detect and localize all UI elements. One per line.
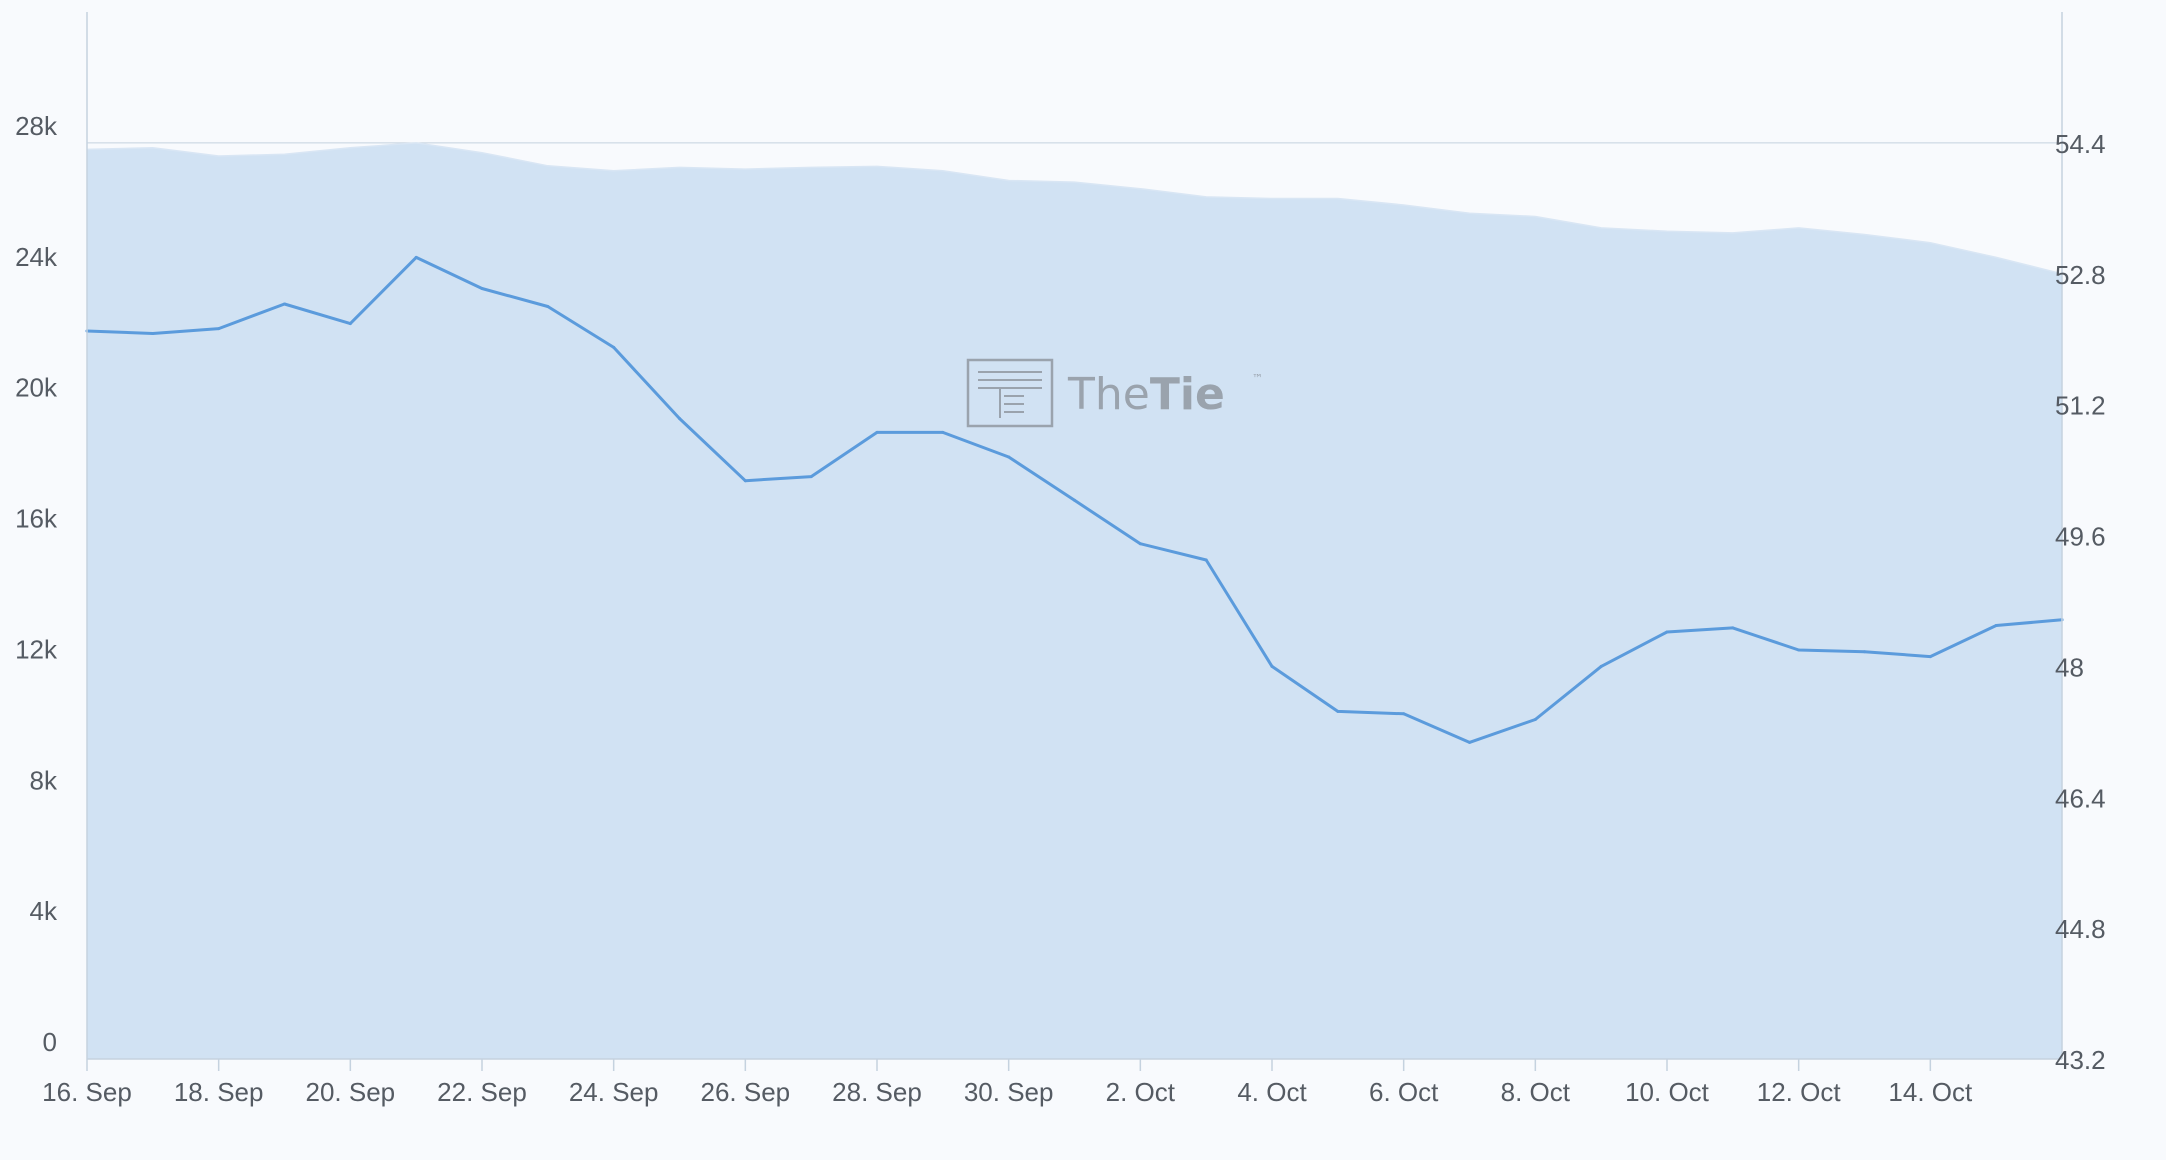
- line-point: [1468, 740, 1471, 744]
- line-point: [1336, 709, 1340, 713]
- line-point: [1665, 630, 1669, 634]
- right-axis-tick-label: 52.8: [2055, 260, 2106, 290]
- left-axis-tick-label: 20k: [15, 373, 58, 403]
- x-axis-tick-label: 20. Sep: [306, 1077, 396, 1107]
- right-axis-tick-label: 46.4: [2055, 783, 2106, 813]
- x-axis-tick-label: 6. Oct: [1369, 1077, 1439, 1107]
- x-axis-tick-labels: 16. Sep 18. Sep 20. Sep 22. Sep 24. Sep 26. S…: [42, 1077, 1973, 1107]
- left-axis-tick-label: 12k: [15, 634, 58, 664]
- line-point: [546, 305, 550, 308]
- x-axis-tick-label: 16. Sep: [42, 1077, 132, 1107]
- area-series: [86, 142, 2063, 1059]
- watermark-text: TheTie: [1067, 369, 1225, 420]
- left-axis-tick-label: 24k: [15, 242, 58, 272]
- left-axis-tick-label: 4k: [30, 896, 58, 926]
- line-point: [941, 430, 945, 434]
- watermark-text-thin: The: [1067, 369, 1150, 420]
- right-axis-tick-label: 44.8: [2055, 914, 2106, 944]
- x-axis-tick-label: 10. Oct: [1625, 1077, 1710, 1107]
- left-axis-tick-label: 0: [43, 1027, 57, 1057]
- line-point: [1138, 542, 1142, 546]
- line-point: [1797, 648, 1801, 652]
- watermark-icon-frame: [966, 358, 1054, 428]
- line-point: [348, 322, 352, 326]
- line-point: [1533, 718, 1537, 721]
- line-point: [1073, 498, 1076, 502]
- left-axis-tick-labels: 0 4k 8k 12k 16k 20k 24k 28k: [15, 111, 58, 1057]
- right-axis-tick-label: 51.2: [2055, 391, 2106, 421]
- line-point: [875, 430, 879, 434]
- line-point: [809, 475, 813, 479]
- line-point: [1007, 455, 1011, 459]
- line-point: [480, 287, 484, 290]
- line-point: [1731, 626, 1735, 630]
- line-point: [743, 479, 747, 483]
- left-axis-tick-label: 16k: [15, 504, 58, 534]
- right-axis-tick-label: 43.2: [2055, 1045, 2106, 1075]
- x-axis-tick-label: 14. Oct: [1888, 1077, 1973, 1107]
- watermark-trademark: ™: [1252, 372, 1263, 385]
- line-point: [283, 302, 286, 306]
- x-axis-tick-label: 4. Oct: [1237, 1077, 1307, 1107]
- x-axis-tick-label: 26. Sep: [701, 1077, 791, 1107]
- line-point: [1204, 558, 1208, 562]
- axes: [86, 12, 2063, 1071]
- line-point: [151, 332, 155, 335]
- left-axis-tick-label: 28k: [15, 111, 58, 141]
- line-point: [1994, 624, 1998, 627]
- area-top-edge: [86, 142, 2063, 275]
- watermark-text-bold: Tie: [1150, 369, 1225, 420]
- right-axis-tick-label: 49.6: [2055, 522, 2106, 552]
- right-axis-tick-labels: 43.2 44.8 46.4 48 49.6 51.2 52.8 54.4: [2055, 129, 2106, 1075]
- left-axis-tick-label: 8k: [30, 765, 58, 795]
- line-point: [1599, 664, 1603, 668]
- line-point: [414, 255, 418, 259]
- x-axis-tick-label: 24. Sep: [569, 1077, 659, 1107]
- x-axis-tick-label: 22. Sep: [437, 1077, 527, 1107]
- line-point: [1270, 664, 1274, 668]
- line-point: [1863, 650, 1866, 654]
- x-axis-tick-label: 12. Oct: [1757, 1077, 1842, 1107]
- area-fill: [87, 142, 2062, 1059]
- line-point: [612, 345, 616, 349]
- x-axis-tick-label: 30. Sep: [964, 1077, 1054, 1107]
- line-point: [1402, 712, 1406, 716]
- x-axis-tick-label: 8. Oct: [1501, 1077, 1571, 1107]
- line-point: [217, 327, 221, 331]
- line-point: [1928, 655, 1932, 659]
- line-point: [678, 417, 681, 420]
- watermark-logo: TheTie ™: [966, 358, 1263, 428]
- right-axis-tick-label: 54.4: [2055, 129, 2106, 159]
- x-axis-tick-label: 18. Sep: [174, 1077, 264, 1107]
- x-axis-tick-label: 2. Oct: [1106, 1077, 1176, 1107]
- x-axis-tick-label: 28. Sep: [832, 1077, 922, 1107]
- right-axis-tick-label: 48: [2055, 652, 2084, 682]
